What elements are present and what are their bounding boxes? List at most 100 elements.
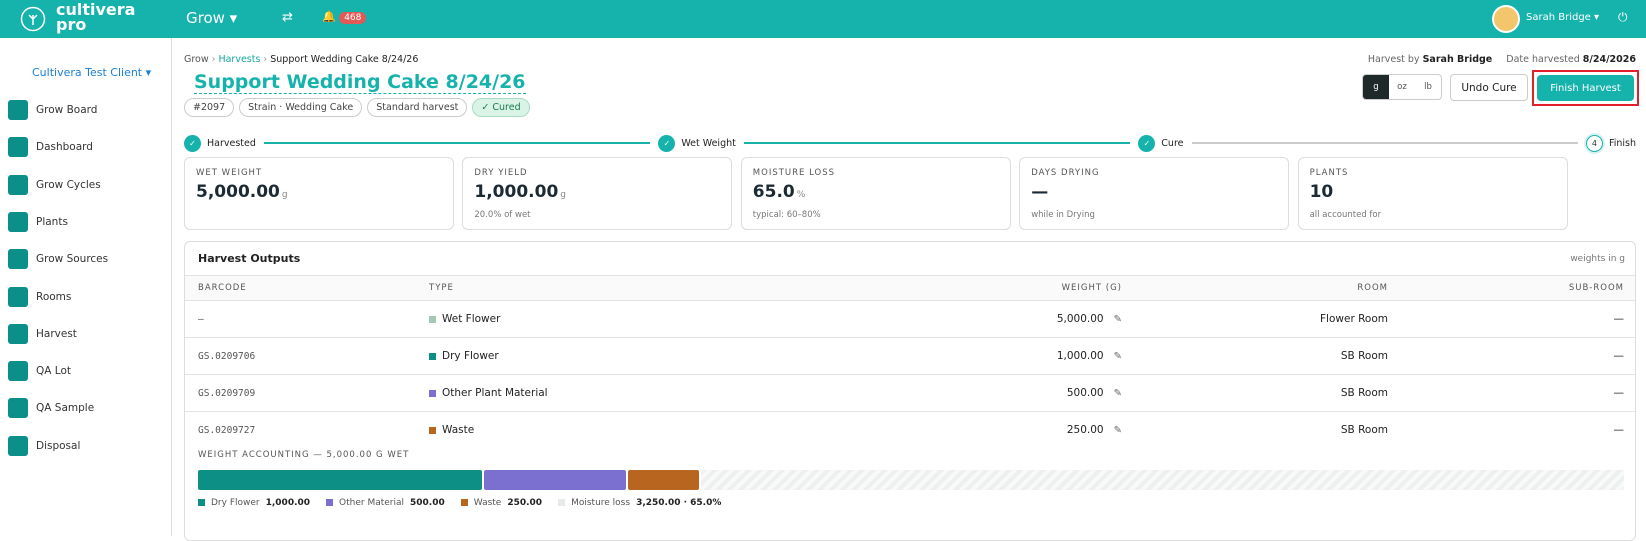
nav-label: Grow Sources bbox=[36, 253, 109, 266]
notifications[interactable]: 🔔 468 bbox=[322, 10, 367, 24]
type: Other Plant Material bbox=[442, 387, 548, 399]
table-row: GS.0209727 Waste 250.00 ✎ SB Room — bbox=[185, 411, 1635, 448]
type-cell: Wet Flower bbox=[429, 313, 901, 325]
top-bar: cultivera pro Grow ▾ ⇄ 🔔 468 Sarah Bridge… bbox=[0, 0, 1646, 38]
bar-segment bbox=[484, 470, 626, 490]
edit-icon[interactable]: ✎ bbox=[1113, 351, 1122, 362]
bar-segment bbox=[701, 470, 1624, 490]
stat-card: WET WEIGHT 5,000.00 g bbox=[184, 157, 454, 230]
meta-value: Sarah Bridge bbox=[1422, 54, 1493, 65]
accounting-title: WEIGHT ACCOUNTING — 5,000.00 G WET bbox=[198, 450, 410, 460]
type: Waste bbox=[442, 424, 475, 436]
nav-item[interactable]: Dashboard bbox=[8, 137, 93, 158]
nav-item[interactable]: Disposal bbox=[8, 435, 80, 456]
table-header: BARCODE TYPE WEIGHT (G) ROOM SUB-ROOM bbox=[185, 275, 1635, 300]
client-select[interactable]: Cultivera Test Client ▾ bbox=[32, 66, 152, 79]
stat-note: all accounted for bbox=[1309, 210, 1382, 220]
nav-item[interactable]: Plants bbox=[8, 211, 68, 232]
logo bbox=[20, 6, 46, 32]
type-swatch bbox=[429, 426, 436, 434]
weight: 5,000.00 bbox=[1056, 313, 1104, 325]
weight-cell: 250.00 ✎ bbox=[901, 424, 1122, 436]
step-line bbox=[743, 142, 1131, 144]
weight-cell: 1,000.00 ✎ bbox=[901, 350, 1122, 362]
tag: Standard harvest bbox=[367, 98, 468, 117]
brand: cultivera pro bbox=[56, 2, 135, 33]
finish-button[interactable]: Finish Harvest bbox=[1537, 75, 1634, 101]
stat-unit: % bbox=[796, 190, 806, 200]
outputs-title: Harvest Outputs bbox=[198, 252, 301, 265]
undo-button[interactable]: Undo Cure bbox=[1450, 74, 1528, 101]
unit-option[interactable]: g bbox=[1363, 75, 1389, 99]
step-line bbox=[263, 142, 651, 144]
legend-swatch bbox=[558, 499, 566, 506]
room: SB Room bbox=[1340, 350, 1388, 362]
type-cell: Waste bbox=[429, 424, 901, 436]
grow-menu[interactable]: Grow ▾ bbox=[186, 9, 238, 27]
stepper: ✓ Harvested ✓ Wet Weight ✓ Cure 4 Finish bbox=[184, 134, 1636, 152]
user-menu[interactable]: Sarah Bridge ▾ bbox=[1526, 12, 1600, 23]
nav-item[interactable]: QA Sample bbox=[8, 398, 94, 419]
step-circle: ✓ bbox=[184, 134, 201, 152]
weight: 250.00 bbox=[1066, 424, 1104, 436]
tag: ✓ Cured bbox=[472, 98, 530, 117]
unit-toggle: g oz lb bbox=[1362, 74, 1442, 100]
crumb[interactable]: Grow bbox=[184, 54, 209, 65]
tags: #2097 Strain · Wedding Cake Standard harve… bbox=[184, 98, 535, 117]
meta-label: Harvest by bbox=[1367, 54, 1420, 65]
legend-item: Other Material 500.00 bbox=[326, 498, 445, 508]
stat-value: 5,000.00 bbox=[196, 182, 280, 202]
badge: 468 bbox=[339, 12, 367, 24]
legend-item: Waste 250.00 bbox=[460, 498, 542, 508]
separator: › bbox=[211, 54, 216, 65]
nav-item[interactable]: Grow Cycles bbox=[8, 174, 101, 195]
edit-icon[interactable]: ✎ bbox=[1113, 388, 1122, 399]
nav-item[interactable]: Harvest bbox=[8, 323, 77, 344]
sub-room: — bbox=[1613, 424, 1625, 436]
stat-unit: g bbox=[560, 190, 566, 200]
sub-room: — bbox=[1613, 350, 1625, 362]
nav-label: Dashboard bbox=[36, 141, 93, 154]
nav-icon bbox=[8, 249, 28, 270]
stat-value: 10 bbox=[1309, 182, 1334, 202]
page-title: Support Wedding Cake 8/24/26 bbox=[194, 71, 526, 94]
edit-icon[interactable]: ✎ bbox=[1113, 425, 1122, 436]
table-row: GS.0209709 Other Plant Material 500.00 ✎ SB … bbox=[185, 374, 1635, 411]
nav-item[interactable]: Rooms bbox=[8, 286, 71, 307]
sub-room: — bbox=[1613, 313, 1625, 325]
avatar[interactable] bbox=[1492, 5, 1520, 33]
edit-icon[interactable]: ✎ bbox=[1113, 314, 1122, 325]
crumb: Support Wedding Cake 8/24/26 bbox=[270, 54, 419, 65]
nav-item[interactable]: QA Lot bbox=[8, 361, 71, 382]
nav-label: QA Lot bbox=[36, 365, 71, 378]
nav-icon bbox=[8, 137, 28, 158]
type-cell: Dry Flower bbox=[429, 350, 901, 362]
accounting-bar bbox=[198, 470, 1624, 490]
type-cell: Other Plant Material bbox=[429, 387, 901, 399]
nav-label: Grow Board bbox=[36, 104, 98, 116]
stat-label: DAYS DRYING bbox=[1031, 168, 1100, 178]
nav-icon bbox=[8, 435, 28, 456]
client: Cultivera Test Client bbox=[32, 66, 143, 79]
sub-room: — bbox=[1613, 387, 1625, 399]
crumb[interactable]: Harvests bbox=[218, 54, 261, 65]
step-circle: 4 bbox=[1585, 134, 1603, 152]
accounting-legend: Dry Flower 1,000.00 Other Material 500.00 Wa… bbox=[198, 498, 721, 508]
nav-item[interactable]: Grow Sources bbox=[8, 249, 109, 270]
nav-item[interactable]: Grow Board bbox=[8, 100, 97, 120]
room: SB Room bbox=[1340, 424, 1388, 436]
unit-option[interactable]: lb bbox=[1424, 82, 1432, 92]
barcode: GS.0209709 bbox=[198, 387, 256, 399]
switch-icon[interactable]: ⇄ bbox=[282, 10, 293, 25]
nav-icon bbox=[8, 100, 28, 120]
room: SB Room bbox=[1340, 387, 1388, 399]
column-header: TYPE bbox=[429, 283, 454, 293]
stat-value-row: 1,000.00 g bbox=[474, 182, 566, 202]
type: Wet Flower bbox=[442, 313, 501, 325]
power[interactable]: ⏻ bbox=[1618, 10, 1628, 24]
unit-option[interactable]: oz bbox=[1397, 82, 1407, 92]
step-label: Cure bbox=[1161, 137, 1184, 149]
nav-icon bbox=[8, 361, 28, 382]
